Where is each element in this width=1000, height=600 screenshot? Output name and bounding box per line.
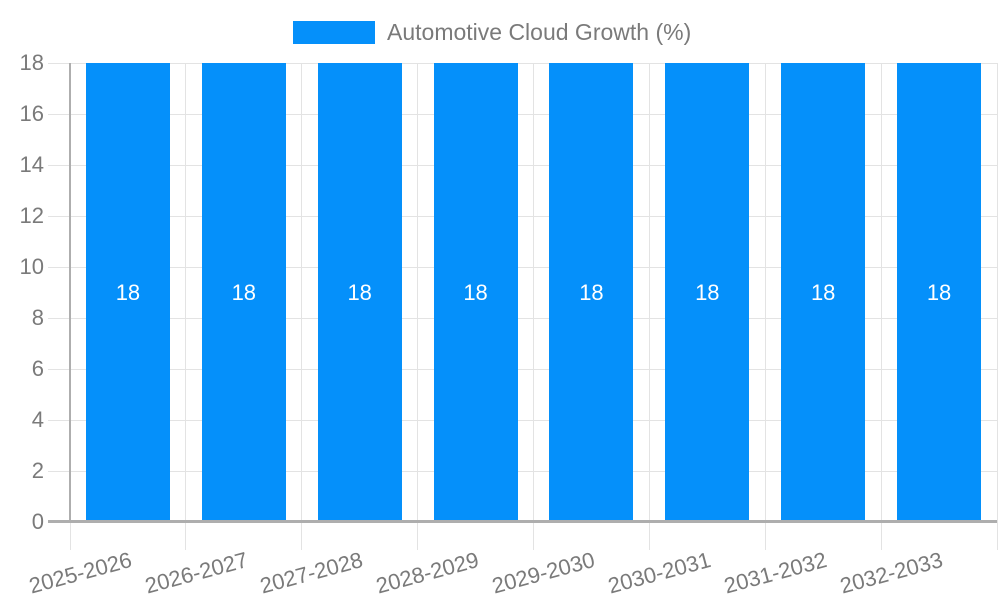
horizontal-gridline <box>48 266 997 268</box>
horizontal-gridline <box>48 113 997 115</box>
y-axis-tick-label: 4 <box>31 407 44 432</box>
horizontal-gridline <box>48 470 997 472</box>
horizontal-gridline <box>48 317 997 319</box>
y-axis-tick-label: 16 <box>19 101 44 126</box>
y-axis-line <box>69 63 71 523</box>
vertical-gridline <box>648 63 650 550</box>
bar-2029-2030[interactable]: 18 <box>549 63 634 522</box>
x-axis-tick-label: 2032-2033 <box>837 547 946 599</box>
y-axis-tick-label: 10 <box>19 254 44 279</box>
bar-value-label: 18 <box>347 279 372 305</box>
bar-value-label: 18 <box>695 279 720 305</box>
horizontal-gridline <box>48 419 997 421</box>
x-axis-line <box>48 520 997 523</box>
vertical-gridline <box>764 63 766 550</box>
y-axis-tick-label: 14 <box>19 152 44 177</box>
bar-2028-2029[interactable]: 18 <box>433 63 518 522</box>
vertical-gridline <box>301 63 303 550</box>
y-axis-tick-label: 18 <box>19 50 44 75</box>
x-axis-tick-label: 2027-2028 <box>257 547 366 599</box>
plot-area: 0 2 4 6 8 10 12 14 16 18 18 2025-2026 18 2026-2027 18 2… <box>20 50 998 598</box>
vertical-gridline <box>880 63 882 550</box>
x-axis-tick-label: 2028-2029 <box>373 547 482 599</box>
y-axis-tick-label: 12 <box>19 203 44 228</box>
vertical-gridline <box>417 63 419 550</box>
bar-2025-2026[interactable]: 18 <box>85 63 170 522</box>
x-axis-tick-label: 2026-2027 <box>141 547 251 599</box>
vertical-gridline <box>996 63 998 550</box>
legend-swatch[interactable] <box>293 21 375 44</box>
bar-2027-2028[interactable]: 18 <box>317 63 402 522</box>
y-axis-tick-label: 6 <box>31 356 44 381</box>
x-axis-tick-label: 2029-2030 <box>489 547 598 599</box>
horizontal-gridline <box>48 368 997 370</box>
horizontal-gridline <box>48 164 997 166</box>
bar-value-label: 18 <box>231 279 257 305</box>
bar-value-label: 18 <box>115 279 141 305</box>
y-axis-tick-label: 0 <box>31 509 44 534</box>
x-axis-tick-label: 2031-2032 <box>721 547 830 599</box>
horizontal-gridline <box>48 215 997 217</box>
y-axis-tick-label: 2 <box>31 458 44 483</box>
x-axis-tick-label: 2030-2031 <box>605 547 714 599</box>
horizontal-gridline <box>48 62 997 64</box>
chart-legend-item[interactable]: Automotive Cloud Growth (%) <box>293 21 691 44</box>
bar-2031-2032[interactable]: 18 <box>781 63 866 522</box>
bar-2030-2031[interactable]: 18 <box>665 63 750 522</box>
bar-value-label: 18 <box>926 279 952 305</box>
bar-2032-2033[interactable]: 18 <box>897 63 982 522</box>
bar-value-label: 18 <box>463 279 488 305</box>
bar-value-label: 18 <box>579 279 604 305</box>
vertical-gridline <box>185 63 187 550</box>
legend-label: Automotive Cloud Growth (%) <box>387 19 692 45</box>
vertical-gridline <box>533 63 534 550</box>
x-axis-tick-label: 2025-2026 <box>26 547 135 599</box>
y-axis-tick-label: 8 <box>31 305 44 330</box>
bar-2026-2027[interactable]: 18 <box>201 63 286 522</box>
bar-value-label: 18 <box>810 279 836 305</box>
